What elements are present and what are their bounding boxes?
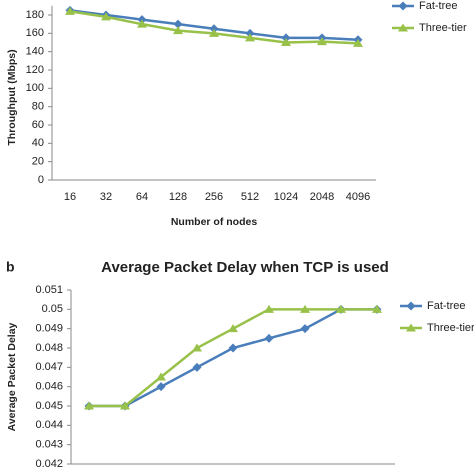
y-axis-title: Average Packet Delay (6, 322, 18, 431)
marker (300, 324, 310, 334)
marker (317, 37, 327, 46)
y-tick-label: 0.046 (35, 381, 63, 393)
marker (209, 24, 219, 34)
legend-label: Fat-tree (427, 300, 466, 312)
y-tick-label: 120 (26, 64, 44, 76)
legend-label: Three-tier (419, 22, 467, 34)
marker (281, 33, 291, 43)
y-tick-label: 60 (32, 119, 44, 131)
legend-marker (398, 1, 408, 11)
marker (101, 12, 111, 21)
y-tick-label: 0.042 (35, 458, 63, 470)
y-tick-label: 0.047 (35, 361, 63, 373)
y-tick-label: 40 (32, 137, 44, 149)
y-axis-title: Throughput (Mbps) (6, 49, 18, 145)
panel-label: b (6, 259, 15, 275)
marker (137, 15, 147, 25)
y-tick-label: 80 (32, 101, 44, 113)
marker (245, 28, 255, 38)
y-tick-label: 0.051 (35, 284, 63, 296)
x-tick-label: 1024 (274, 191, 298, 203)
legend-marker (398, 23, 408, 32)
x-tick-label: 32 (100, 191, 112, 203)
marker (156, 372, 166, 381)
x-tick-label: 2048 (310, 191, 334, 203)
y-tick-label: 0.05 (42, 303, 63, 315)
series-line (89, 308, 377, 408)
chart-title: Average Packet Delay when TCP is used (101, 259, 389, 276)
legend-marker (406, 323, 416, 332)
marker (173, 19, 183, 29)
legend-marker (406, 301, 416, 311)
y-tick-label: 140 (26, 46, 44, 58)
marker (228, 324, 238, 333)
x-tick-label: 256 (205, 191, 223, 203)
y-tick-label: 180 (26, 9, 44, 21)
marker (281, 38, 291, 46)
marker (137, 19, 147, 28)
x-tick-label: 64 (136, 191, 148, 203)
y-tick-label: 0.043 (35, 439, 63, 451)
marker (209, 28, 219, 37)
y-tick-label: 0.045 (35, 400, 63, 412)
series-line (89, 308, 377, 408)
x-tick-label: 16 (64, 191, 76, 203)
x-tick-label: 512 (241, 191, 259, 203)
y-tick-label: 0 (38, 174, 44, 186)
marker (264, 304, 274, 313)
marker (84, 401, 94, 410)
marker (192, 362, 202, 372)
y-tick-label: 20 (32, 156, 44, 168)
x-tick-label: 128 (169, 191, 187, 203)
marker (228, 343, 238, 353)
marker (372, 304, 382, 313)
marker (156, 382, 166, 392)
legend-label: Three-tier (427, 322, 474, 334)
marker (353, 38, 363, 47)
y-tick-label: 0.049 (35, 323, 63, 335)
marker (336, 304, 346, 313)
marker (120, 401, 130, 410)
marker (264, 333, 274, 343)
y-tick-label: 160 (26, 27, 44, 39)
marker (192, 343, 202, 352)
marker (300, 304, 310, 313)
y-tick-label: 0.044 (35, 419, 63, 431)
marker (65, 6, 75, 15)
y-tick-label: 100 (26, 82, 44, 94)
y-tick-label: 0.048 (35, 342, 63, 354)
marker (245, 33, 255, 42)
marker (173, 26, 183, 35)
x-tick-label: 4096 (346, 191, 370, 203)
legend-label: Fat-tree (419, 0, 458, 12)
x-axis-title: Number of nodes (171, 216, 257, 228)
